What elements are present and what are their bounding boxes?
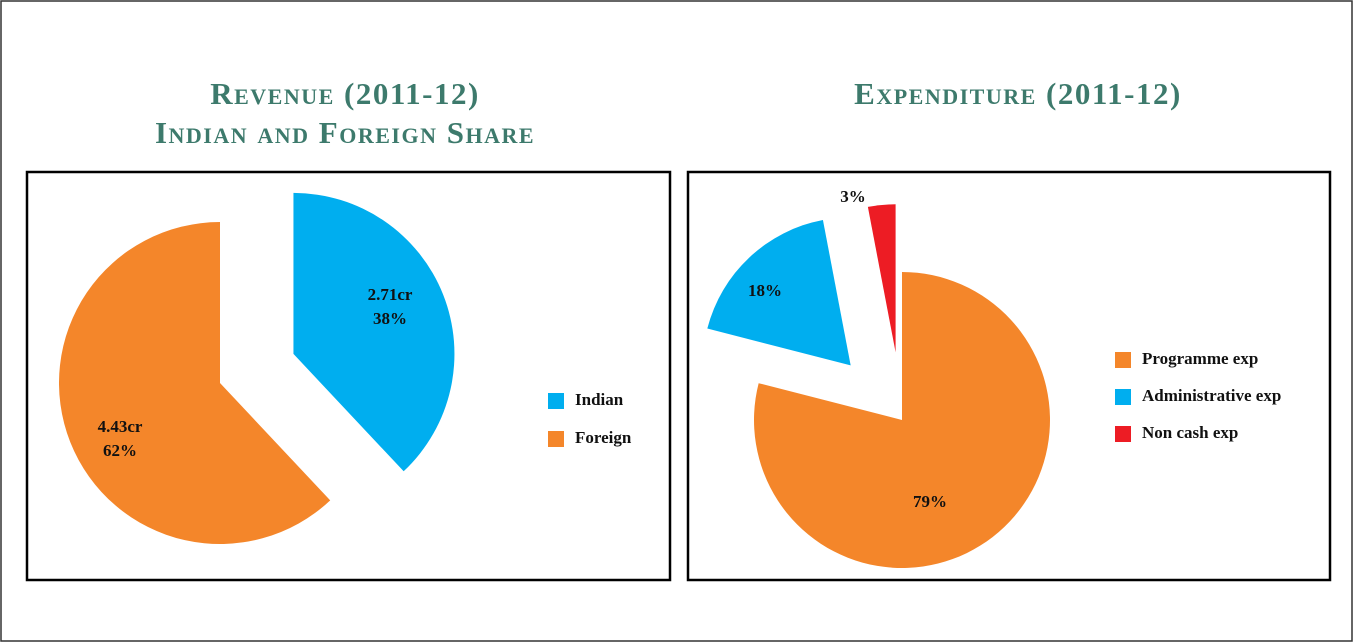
value-label: 18% — [748, 281, 782, 300]
chart-title: Expenditure (2011-12) — [854, 76, 1182, 111]
value-label: 3% — [840, 187, 866, 206]
pie-slice — [867, 204, 896, 353]
amount-label: 2.71cr — [368, 285, 413, 304]
value-label: 79% — [913, 492, 947, 511]
legend-swatch — [548, 431, 564, 447]
chart-subtitle: Indian and Foreign Share — [155, 115, 535, 150]
legend-swatch — [1115, 352, 1131, 368]
pie-slice — [754, 272, 1050, 568]
pie-slice — [707, 219, 851, 366]
legend-swatch — [1115, 389, 1131, 405]
legend-label: Foreign — [575, 428, 632, 447]
chart-frame — [686, 170, 1332, 582]
amount-label: 4.43cr — [98, 417, 143, 436]
pie-slice — [59, 222, 331, 544]
legend-label: Programme exp — [1142, 349, 1258, 368]
legend-swatch — [1115, 426, 1131, 442]
legend-label: Non cash exp — [1142, 423, 1238, 442]
pie-slice — [293, 192, 455, 472]
chart-frame — [25, 170, 672, 582]
value-label: 62% — [103, 441, 137, 460]
legend-swatch — [548, 393, 564, 409]
value-label: 38% — [373, 309, 407, 328]
legend-label: Indian — [575, 390, 624, 409]
chart-title: Revenue (2011-12) — [210, 76, 480, 111]
legend-label: Administrative exp — [1142, 386, 1281, 405]
